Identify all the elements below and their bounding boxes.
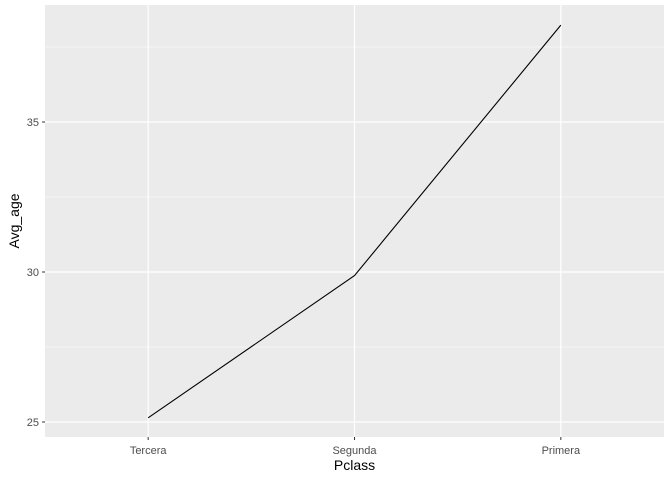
series-line [147,24,562,419]
y-tick-label: 25 [27,417,39,429]
x-tick-label: Segunda [332,445,377,457]
x-tick-label: Tercera [130,445,168,457]
y-axis: 25 30 35 [27,117,45,429]
y-axis-title: Avg_age [6,193,22,248]
major-gridlines [45,5,664,437]
y-tick-label: 30 [27,267,39,279]
y-tick-label: 35 [27,117,39,129]
x-tick-label: Primera [542,445,581,457]
x-axis: Tercera Segunda Primera [130,437,581,457]
x-axis-title: Pclass [334,457,375,473]
series-layer [147,24,562,419]
